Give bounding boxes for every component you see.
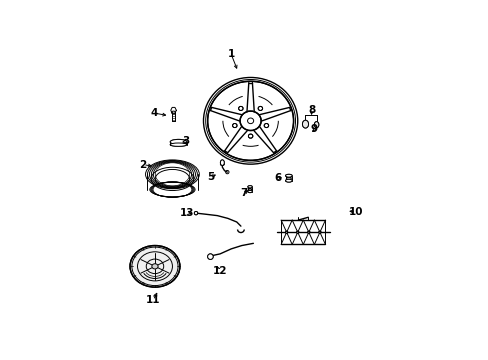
Circle shape: [207, 254, 213, 260]
Circle shape: [194, 211, 197, 215]
Text: 4: 4: [150, 108, 158, 118]
Text: 12: 12: [212, 266, 226, 276]
Ellipse shape: [240, 111, 261, 131]
Ellipse shape: [258, 107, 262, 111]
Ellipse shape: [302, 120, 308, 128]
Ellipse shape: [285, 179, 292, 182]
Ellipse shape: [264, 123, 268, 127]
Circle shape: [307, 231, 309, 233]
Ellipse shape: [314, 122, 318, 128]
Ellipse shape: [170, 139, 186, 144]
Text: 11: 11: [145, 296, 160, 305]
Ellipse shape: [130, 246, 180, 287]
Text: 1: 1: [227, 49, 234, 59]
Text: 5: 5: [207, 172, 214, 182]
Text: 7: 7: [240, 188, 247, 198]
Ellipse shape: [232, 123, 237, 127]
Ellipse shape: [220, 160, 224, 166]
Ellipse shape: [152, 264, 158, 269]
Text: 3: 3: [183, 136, 189, 146]
Circle shape: [318, 231, 320, 233]
Text: 8: 8: [307, 105, 315, 115]
Ellipse shape: [248, 134, 252, 138]
Circle shape: [296, 231, 298, 233]
Ellipse shape: [285, 174, 292, 177]
Text: 13: 13: [180, 208, 194, 218]
Ellipse shape: [247, 186, 252, 188]
Text: 10: 10: [348, 207, 363, 217]
Text: 9: 9: [310, 124, 317, 134]
Circle shape: [285, 231, 287, 233]
Ellipse shape: [207, 81, 293, 160]
Text: 2: 2: [139, 159, 146, 170]
Ellipse shape: [170, 143, 186, 146]
Ellipse shape: [247, 190, 252, 193]
Ellipse shape: [238, 107, 243, 111]
Text: 6: 6: [274, 174, 281, 184]
